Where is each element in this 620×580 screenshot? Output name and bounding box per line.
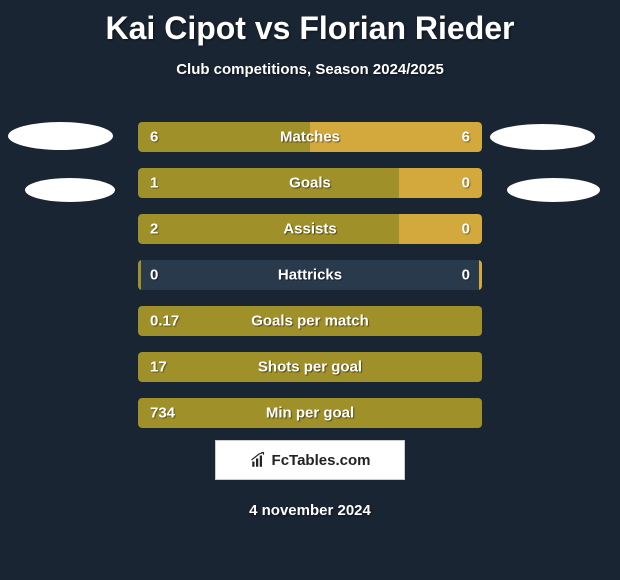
- stat-label: Matches: [280, 129, 340, 146]
- decorative-ellipse: [8, 122, 113, 150]
- stat-label: Goals: [289, 175, 331, 192]
- stat-value-right: 0: [462, 175, 470, 192]
- stat-row: 734 Min per goal: [138, 398, 482, 428]
- logo-box: FcTables.com: [215, 440, 405, 480]
- decorative-ellipse: [490, 124, 595, 150]
- stat-row: 0.17 Goals per match: [138, 306, 482, 336]
- stat-row: 2 0 Assists: [138, 214, 482, 244]
- stat-value-right: 0: [462, 267, 470, 284]
- subtitle: Club competitions, Season 2024/2025: [0, 61, 620, 78]
- stat-label: Assists: [283, 221, 336, 238]
- stat-label: Min per goal: [266, 405, 354, 422]
- stat-value-left: 734: [150, 405, 175, 422]
- stat-value-left: 17: [150, 359, 167, 376]
- stats-comparison-chart: 6 6 Matches 1 0 Goals 2 0 Assists 0 0 Hattricks 0.17…: [138, 122, 482, 444]
- stat-row: 6 6 Matches: [138, 122, 482, 152]
- stat-value-right: 6: [462, 129, 470, 146]
- stat-bar-left: [138, 260, 141, 290]
- stat-bar-right: [479, 260, 482, 290]
- stat-label: Hattricks: [278, 267, 342, 284]
- chart-growth-icon: [250, 451, 268, 469]
- stat-row: 1 0 Goals: [138, 168, 482, 198]
- stat-value-left: 1: [150, 175, 158, 192]
- stat-bar-left: [138, 168, 399, 198]
- decorative-ellipse: [507, 178, 600, 202]
- stat-bar-left: [138, 214, 399, 244]
- stat-value-left: 0.17: [150, 313, 179, 330]
- stat-value-left: 2: [150, 221, 158, 238]
- logo-text: FcTables.com: [272, 452, 371, 469]
- stat-label: Goals per match: [251, 313, 369, 330]
- stat-value-left: 6: [150, 129, 158, 146]
- stat-value-right: 0: [462, 221, 470, 238]
- page-title: Kai Cipot vs Florian Rieder: [0, 0, 620, 47]
- decorative-ellipse: [25, 178, 115, 202]
- date-label: 4 november 2024: [249, 502, 371, 519]
- stat-row: 17 Shots per goal: [138, 352, 482, 382]
- stat-label: Shots per goal: [258, 359, 362, 376]
- stat-row: 0 0 Hattricks: [138, 260, 482, 290]
- stat-value-left: 0: [150, 267, 158, 284]
